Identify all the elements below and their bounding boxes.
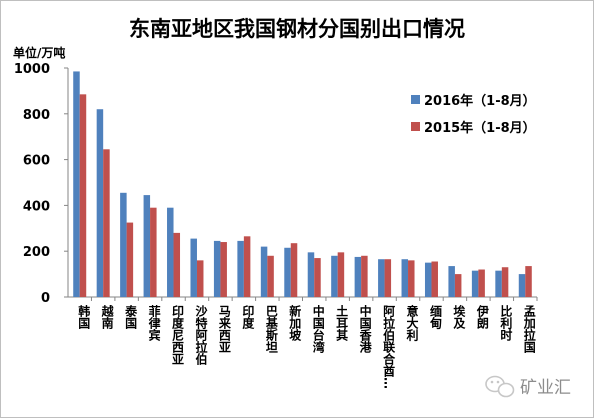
- bar-series-1: [471, 270, 479, 297]
- bar-series-2: [431, 261, 438, 297]
- bar-series-1: [167, 207, 174, 297]
- bar-series-2: [79, 94, 87, 298]
- bar-series-2: [525, 266, 532, 297]
- x-tick-label: 埃及: [452, 304, 466, 330]
- y-tick-label: 200: [23, 245, 50, 260]
- bar-series-2: [501, 267, 509, 297]
- wechat-icon: [485, 375, 515, 398]
- bar-series-1: [401, 259, 409, 297]
- bar-series-2: [361, 255, 368, 297]
- x-tick-label: 阿拉伯联合酋…: [382, 305, 396, 389]
- bar-series-1: [354, 256, 362, 297]
- x-tick-label: 韩国: [77, 304, 91, 330]
- bar-series-2: [150, 207, 157, 297]
- x-tick-label: 沙特阿拉伯: [194, 305, 208, 366]
- bar-series-1: [96, 109, 104, 297]
- bar-series-2: [220, 242, 227, 297]
- bar-series-2: [337, 252, 345, 297]
- x-tick-label: 缅甸: [428, 304, 442, 330]
- x-tick-label: 新加坡: [288, 304, 302, 342]
- x-tick-label: 泰国: [124, 304, 138, 330]
- bar-series-2: [408, 260, 415, 297]
- bar-series-2: [478, 269, 485, 297]
- bar-series-1: [331, 255, 338, 297]
- legend-label: 2016年（1-8月）: [424, 93, 536, 109]
- bar-series-2: [454, 274, 462, 297]
- bar-series-1: [284, 247, 291, 297]
- bar-series-1: [237, 240, 244, 297]
- legend-label: 2015年（1-8月）: [424, 120, 536, 136]
- x-tick-label: 伊朗: [475, 304, 489, 330]
- bar-series-1: [260, 246, 268, 297]
- x-tick-label: 中国台湾: [311, 304, 325, 354]
- x-tick-label: 越南: [100, 304, 114, 330]
- bar-series-2: [243, 236, 251, 297]
- y-axis-label: 单位/万吨: [13, 45, 65, 60]
- y-tick-label: 600: [23, 154, 50, 169]
- bar-series-2: [314, 258, 321, 297]
- watermark-text: 矿业汇: [520, 378, 571, 398]
- y-tick-label: 800: [23, 108, 50, 123]
- x-tick-label: 印度: [241, 305, 255, 330]
- x-tick-label: 巴基斯坦: [264, 305, 278, 354]
- bar-series-1: [190, 238, 197, 297]
- bar-series-1: [73, 71, 80, 297]
- x-tick-label: 印度尼西亚: [171, 305, 185, 365]
- bar-series-2: [126, 222, 134, 297]
- bar-series-2: [290, 243, 298, 297]
- x-tick-label: 孟加拉国: [522, 304, 536, 354]
- legend-swatch: [411, 95, 420, 104]
- x-tick-label: 比利时: [499, 304, 513, 342]
- bar-series-1: [143, 195, 151, 297]
- bar-series-1: [495, 270, 502, 297]
- bar-series-2: [267, 255, 274, 297]
- bar-series-1: [378, 259, 385, 297]
- x-tick-label: 中国香港: [358, 304, 372, 354]
- bar-series-2: [103, 149, 110, 297]
- bar-series-1: [307, 252, 315, 297]
- bar-series-1: [448, 266, 455, 297]
- y-tick-label: 0: [41, 291, 50, 306]
- x-tick-label: 菲律宾: [147, 304, 161, 342]
- bar-series-2: [196, 260, 204, 297]
- bar-series-1: [518, 274, 526, 297]
- legend-swatch: [411, 122, 420, 131]
- x-tick-label: 意大利: [405, 304, 419, 342]
- bar-series-2: [384, 259, 392, 297]
- chart-title: 东南亚地区我国钢材分国别出口情况: [129, 16, 465, 41]
- bar-series-1: [120, 192, 127, 297]
- x-tick-label: 马来西亚: [217, 305, 231, 353]
- y-tick-label: 1000: [14, 62, 50, 77]
- bar-series-1: [213, 240, 221, 297]
- y-tick-label: 400: [23, 199, 50, 214]
- bar-series-1: [424, 262, 432, 297]
- bar-series-2: [173, 232, 181, 297]
- x-tick-label: 土耳其: [335, 304, 349, 342]
